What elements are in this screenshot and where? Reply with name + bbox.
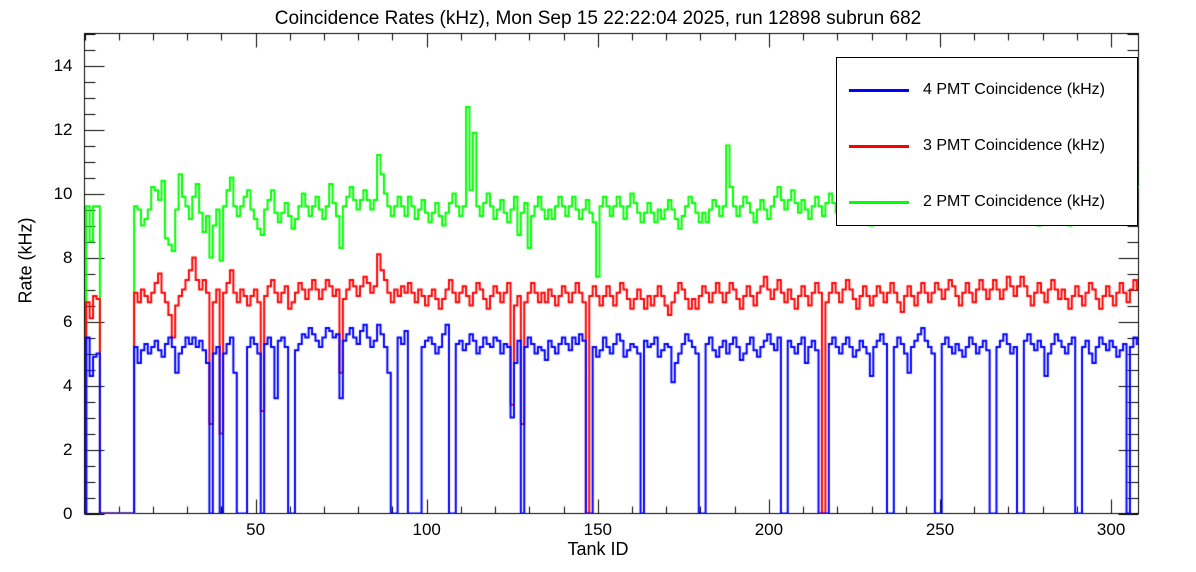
legend-swatch-2pmt <box>849 200 909 204</box>
legend-label-3pmt: 3 PMT Coincidence (kHz) <box>923 137 1105 154</box>
y-tick-label: 4 <box>63 375 73 395</box>
x-axis-title: Tank ID <box>567 539 629 559</box>
legend-swatch-4pmt <box>849 88 909 92</box>
x-tick-label: 50 <box>246 519 266 539</box>
y-tick-label: 12 <box>53 119 73 139</box>
x-tick-label: 300 <box>1096 519 1126 539</box>
legend-swatch-3pmt <box>849 144 909 148</box>
y-tick-label: 8 <box>63 247 73 267</box>
legend-label-4pmt: 4 PMT Coincidence (kHz) <box>923 81 1105 98</box>
y-tick-label: 6 <box>63 311 73 331</box>
legend-item-3pmt[interactable]: 3 PMT Coincidence (kHz) <box>837 118 1139 174</box>
x-tick-label: 100 <box>412 519 441 539</box>
x-tick-label: 150 <box>583 519 612 539</box>
y-tick-label: 14 <box>53 55 73 75</box>
legend-item-2pmt[interactable]: 2 PMT Coincidence (kHz) <box>837 174 1139 230</box>
y-tick-label: 0 <box>63 503 73 523</box>
y-tick-label: 2 <box>63 439 73 459</box>
legend-label-2pmt: 2 PMT Coincidence (kHz) <box>923 193 1105 210</box>
x-tick-label: 250 <box>925 519 955 539</box>
chart-title: Coincidence Rates (kHz), Mon Sep 15 22:2… <box>274 8 922 29</box>
x-tick-label: 200 <box>754 519 784 539</box>
legend-item-4pmt[interactable]: 4 PMT Coincidence (kHz) <box>837 62 1139 118</box>
y-tick-label: 10 <box>53 183 73 203</box>
chart-legend: 4 PMT Coincidence (kHz) 3 PMT Coincidenc… <box>836 57 1138 226</box>
